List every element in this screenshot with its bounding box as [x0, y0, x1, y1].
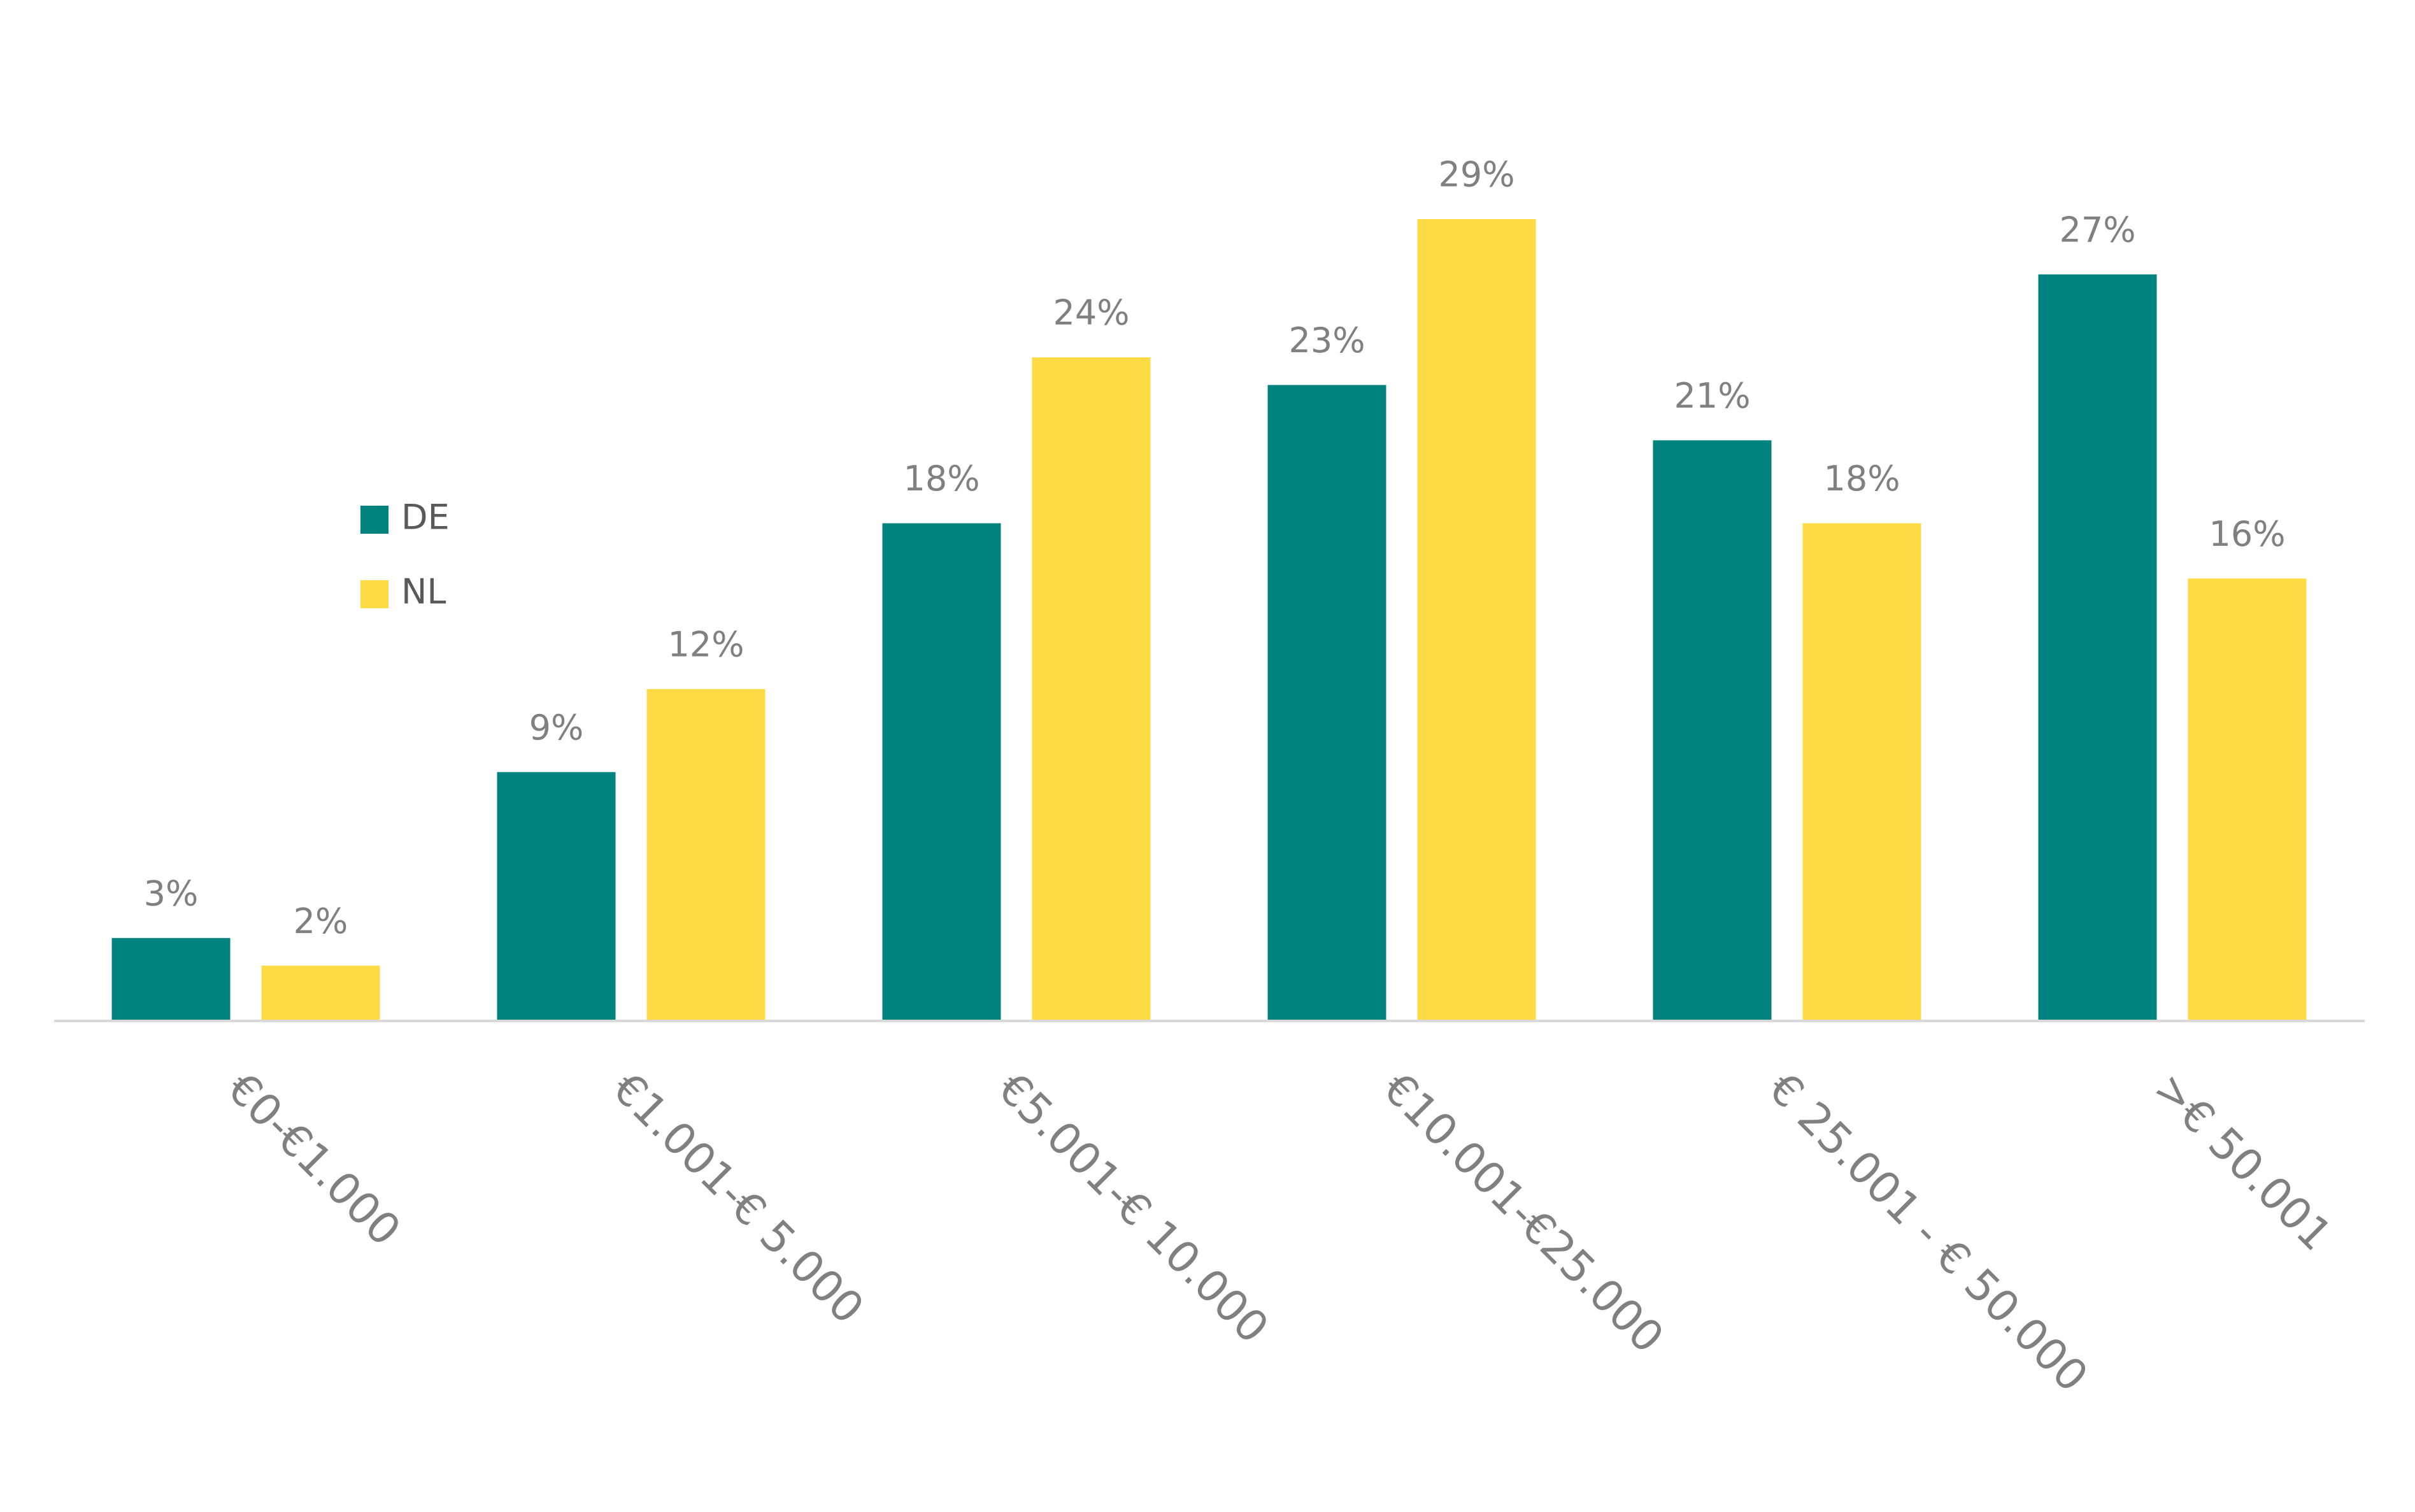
- legend-swatch: [360, 580, 388, 608]
- x-tick-label: >€ 50.001: [2144, 1063, 2341, 1260]
- bar: [1267, 385, 1386, 1021]
- bar: [261, 966, 380, 1021]
- x-tick-label: €5.001-€ 10.000: [988, 1063, 1278, 1353]
- value-label: 2%: [294, 901, 348, 941]
- value-label: 18%: [903, 459, 980, 499]
- value-label: 27%: [2059, 210, 2135, 250]
- value-label: 16%: [2209, 514, 2285, 554]
- bar: [1653, 440, 1772, 1021]
- bar: [1802, 523, 1921, 1021]
- bar: [882, 523, 1001, 1021]
- bar: [1032, 357, 1151, 1021]
- value-label: 12%: [667, 625, 744, 665]
- x-tick-label: €0-€1.000: [217, 1063, 410, 1256]
- bar: [2188, 578, 2307, 1021]
- bar: [1417, 219, 1536, 1021]
- value-label: 23%: [1288, 320, 1365, 360]
- legend-swatch: [360, 506, 388, 534]
- bar: [111, 938, 231, 1021]
- legend-label: DE: [401, 497, 450, 538]
- bar: [497, 772, 616, 1021]
- bar: [646, 689, 766, 1021]
- value-label: 29%: [1438, 155, 1514, 195]
- bar: [2038, 274, 2157, 1021]
- x-tick-label: € 25.001 - € 50.000: [1758, 1063, 2097, 1402]
- legend-label: NL: [401, 572, 446, 612]
- value-label: 18%: [1823, 459, 1900, 499]
- x-tick-label: €10.001-€25.000: [1373, 1063, 1673, 1363]
- value-label: 9%: [529, 708, 584, 748]
- value-label: 21%: [1674, 376, 1750, 416]
- value-label: 24%: [1053, 293, 1129, 333]
- value-label: 3%: [144, 873, 199, 913]
- x-tick-label: €1.001-€ 5.000: [602, 1063, 873, 1334]
